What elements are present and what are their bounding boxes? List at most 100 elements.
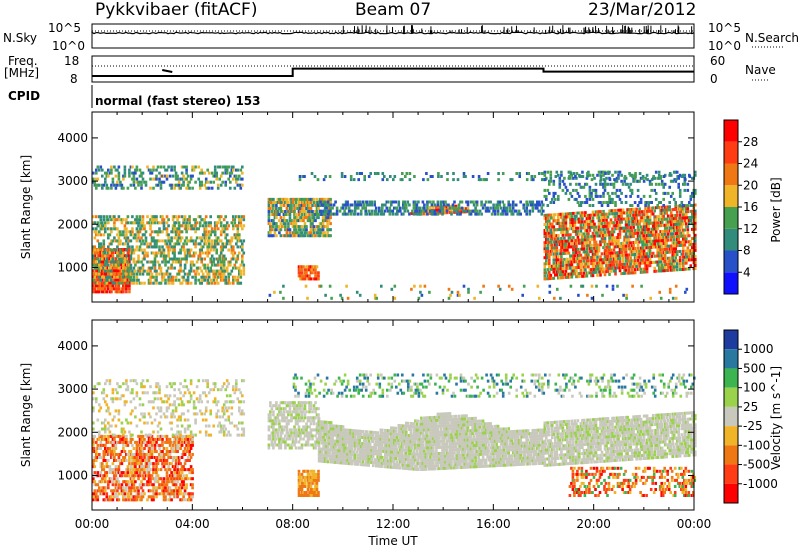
power-cell xyxy=(557,194,560,198)
power-cell xyxy=(636,222,640,226)
power-cell xyxy=(174,260,178,264)
power-cell xyxy=(150,215,154,219)
velocity-cell xyxy=(125,471,128,475)
power-cell xyxy=(644,237,647,241)
power-cell xyxy=(621,241,625,245)
power-cell xyxy=(102,266,106,270)
power-cell xyxy=(174,183,178,187)
power-cell xyxy=(685,240,688,244)
power-cell xyxy=(563,215,566,219)
power-cell xyxy=(567,263,571,267)
power-cell xyxy=(680,210,684,214)
power-cell xyxy=(648,230,652,234)
power-cell xyxy=(663,244,667,248)
velocity-cell xyxy=(108,434,112,438)
power-cell xyxy=(95,272,98,276)
velocity-cell xyxy=(131,474,134,478)
power-cell xyxy=(648,209,652,213)
power-cell xyxy=(694,248,697,252)
velocity-cell xyxy=(128,498,131,502)
power-cell xyxy=(278,219,281,223)
power-cell xyxy=(657,173,661,177)
power-cell xyxy=(224,168,227,172)
power-cell xyxy=(173,227,176,231)
power-cell xyxy=(694,218,697,222)
power-cell xyxy=(158,221,161,225)
power-cell xyxy=(620,226,623,230)
power-cell xyxy=(654,269,658,273)
power-cell xyxy=(638,213,641,217)
power-cell xyxy=(474,200,477,204)
power-cell xyxy=(682,228,685,232)
power-cell xyxy=(194,275,197,279)
power-cell xyxy=(216,242,220,246)
power-cell xyxy=(564,272,568,276)
power-cell xyxy=(327,228,331,232)
power-cell xyxy=(168,174,172,178)
power-cell xyxy=(617,266,620,270)
power-cell xyxy=(465,207,468,211)
power-cell xyxy=(125,254,128,258)
velocity-cell xyxy=(101,465,104,469)
power-cell xyxy=(504,212,507,216)
power-cell xyxy=(189,248,193,252)
power-cell xyxy=(213,227,217,231)
power-cell xyxy=(150,171,154,175)
power-cell xyxy=(522,284,526,288)
power-cell xyxy=(629,194,632,198)
power-cell xyxy=(553,296,556,300)
power-cell xyxy=(618,217,622,221)
power-cell xyxy=(293,210,296,213)
power-cell xyxy=(241,183,244,187)
power-cell xyxy=(552,261,556,265)
velocity-cell xyxy=(93,447,97,450)
power-cell xyxy=(238,239,241,243)
power-cell xyxy=(149,227,152,231)
power-cell xyxy=(159,281,163,285)
power-cell xyxy=(486,172,490,175)
power-cell xyxy=(177,215,181,219)
velocity-cell xyxy=(107,498,110,502)
power-cell xyxy=(200,245,203,249)
power-cell xyxy=(197,266,200,270)
power-cell xyxy=(460,206,464,210)
power-cell xyxy=(545,259,548,263)
power-cell xyxy=(570,269,574,273)
power-cell xyxy=(393,200,396,204)
power-cell xyxy=(353,200,357,204)
power-cell xyxy=(564,230,568,234)
power-cell xyxy=(445,209,449,213)
power-cell xyxy=(215,248,218,252)
power-cell xyxy=(651,206,655,210)
velocity-cell xyxy=(125,483,128,487)
power-cell xyxy=(596,216,599,220)
power-cell xyxy=(530,200,533,204)
power-cell xyxy=(105,248,109,252)
velocity-cell xyxy=(102,486,106,490)
power-cell xyxy=(453,204,456,208)
power-cell xyxy=(660,263,664,267)
power-cell xyxy=(626,229,629,233)
power-cell xyxy=(155,275,158,279)
power-cell xyxy=(665,229,668,233)
power-cell xyxy=(138,168,142,172)
power-cell xyxy=(140,236,143,240)
power-cell xyxy=(219,224,223,228)
power-cell xyxy=(606,230,610,234)
power-cell xyxy=(185,278,188,282)
power-cell xyxy=(606,201,610,204)
power-cell xyxy=(215,269,218,273)
power-cell xyxy=(119,263,122,267)
power-cell xyxy=(141,263,145,267)
power-cell xyxy=(602,201,605,204)
power-cell xyxy=(111,275,115,279)
velocity-cell xyxy=(129,489,133,493)
power-cell xyxy=(605,215,608,219)
power-cell xyxy=(114,272,118,276)
power-cell xyxy=(669,226,673,230)
power-cell xyxy=(653,242,656,246)
velocity-cell xyxy=(128,486,131,490)
power-cell xyxy=(162,248,166,252)
power-cell xyxy=(552,276,556,280)
power-cell xyxy=(605,258,608,261)
